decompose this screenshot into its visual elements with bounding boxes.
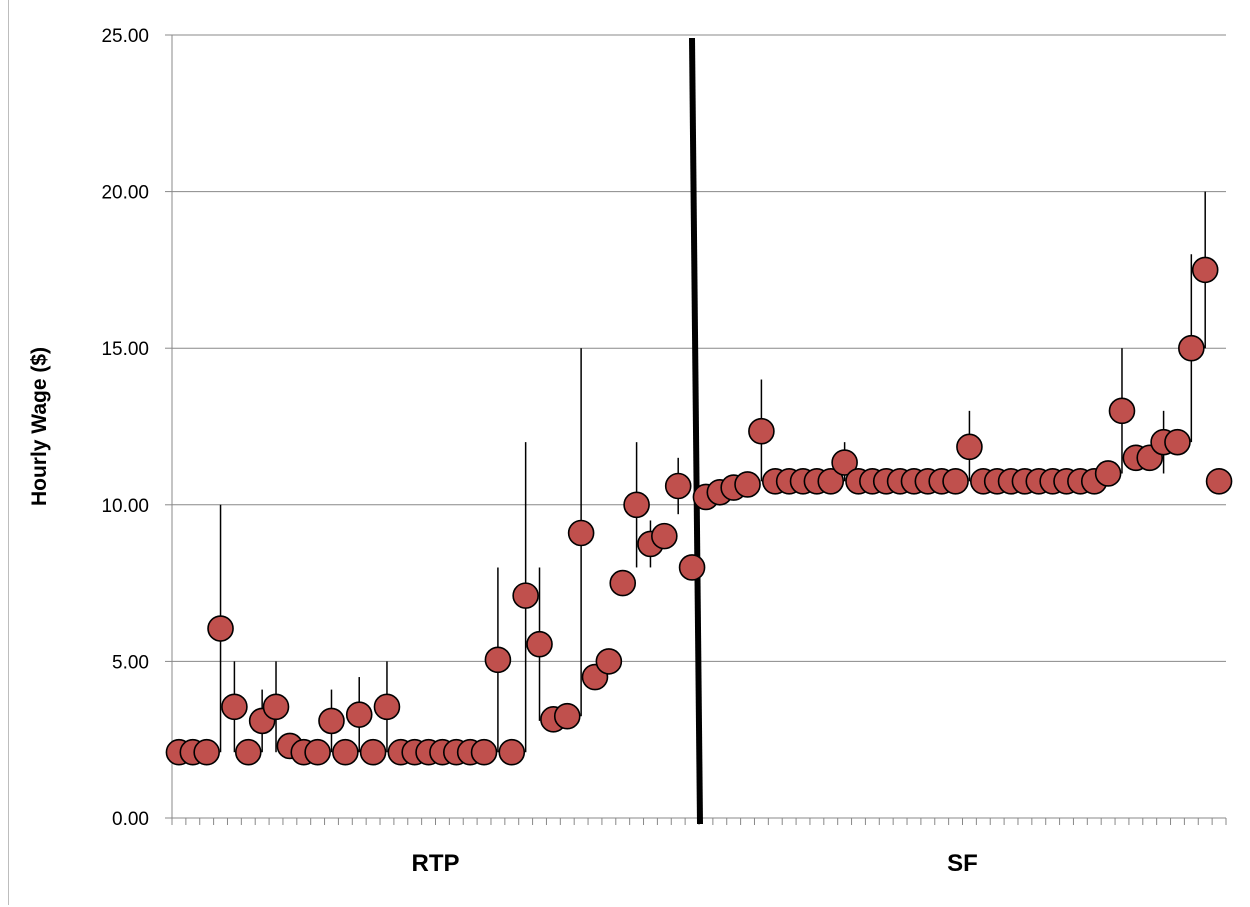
data-point [207,615,234,642]
data-point [359,738,387,766]
data-point [1191,256,1219,284]
group-label-sf: SF [947,850,978,877]
data-point [373,693,401,721]
data-point [1094,460,1122,487]
data-point [734,471,761,498]
group-divider-line [689,37,703,825]
data-point [651,522,678,550]
data-point [1205,468,1233,495]
data-point [1108,397,1136,425]
y-tick-label: 25.00 [101,26,149,47]
data-point [553,702,581,730]
y-tick-label: 10.00 [101,496,149,517]
data-point [664,472,692,500]
data-point [678,554,706,581]
data-point [318,707,345,735]
data-point [817,468,845,495]
data-point [609,569,637,597]
data-point [595,648,623,675]
data-point [526,630,553,658]
data-point [193,738,220,766]
data-point [831,449,858,476]
y-tick-label: 0.00 [112,809,149,830]
data-point [623,491,650,519]
data-point [567,519,595,547]
data-point [498,738,526,766]
y-tick-label: 15.00 [101,339,149,360]
data-point [234,738,262,766]
data-point [221,693,248,721]
data-point [484,646,512,674]
group-divider [689,37,703,825]
group-label-rtp: RTP [412,850,460,877]
data-point [470,738,498,766]
data-points [165,256,1233,766]
data-point [942,468,969,495]
data-point [262,693,290,721]
y-axis-title: Hourly Wage ($) [28,347,51,506]
data-point [1178,334,1205,362]
data-point [345,701,373,728]
chart-frame [8,0,1248,905]
data-point [748,417,775,445]
data-point [332,738,359,766]
data-point [1164,428,1191,456]
data-point [956,433,983,461]
y-tick-label: 5.00 [112,652,149,673]
labels: 0.00 5.00 10.00 15.00 20.00 25.00 RTP SF [101,26,977,877]
data-point [304,738,331,766]
y-tick-label: 20.00 [101,183,149,204]
data-point [512,582,539,609]
